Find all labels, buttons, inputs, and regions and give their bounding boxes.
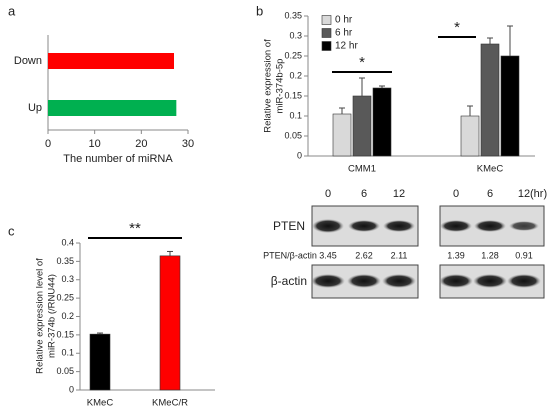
blot-row-label: β-actin — [271, 274, 307, 288]
y-axis-label: miR-374b (/RNU44) — [47, 274, 58, 358]
legend-label: 6 hr — [335, 28, 353, 39]
y-tick-label: 0.25 — [284, 50, 302, 60]
y-tick-label: 0.2 — [289, 70, 302, 80]
time-unit: (hr) — [530, 188, 547, 200]
y-tick-label: 0.3 — [289, 30, 302, 40]
x-tick-label: KMeC — [87, 398, 114, 409]
bar — [352, 95, 372, 157]
ratio-label: 2.11 — [391, 250, 408, 260]
x-tick-label: KMeC/R — [152, 398, 188, 409]
y-axis-label: miR-374b-5p — [275, 59, 286, 114]
x-tick-label: 20 — [135, 138, 147, 150]
time-label: 12 — [393, 188, 405, 200]
bar — [372, 87, 392, 157]
ratio-label: 3.45 — [319, 250, 337, 260]
x-tick-label: CMM1 — [348, 164, 376, 175]
x-tick-label: 30 — [182, 138, 194, 150]
bar — [48, 100, 177, 116]
y-tick-label: 0.25 — [56, 293, 74, 303]
bar — [480, 43, 500, 157]
legend-label: 0 hr — [335, 15, 353, 26]
y-tick-label: 0 — [69, 384, 74, 394]
x-tick-label: 10 — [89, 138, 101, 150]
ratio-label: 1.28 — [481, 250, 499, 260]
y-tick-label: 0.35 — [284, 10, 302, 20]
legend-swatch — [321, 41, 332, 51]
y-tick-label: 0 — [297, 150, 302, 160]
time-label: 0 — [453, 188, 459, 200]
y-tick-label: 0.1 — [289, 110, 302, 120]
y-tick-label: 0.05 — [284, 130, 302, 140]
y-tick-label: 0.15 — [284, 90, 302, 100]
y-tick-label: 0.2 — [61, 311, 74, 321]
time-label: 0 — [325, 188, 331, 200]
blot-row-label: PTEN/β-actin — [263, 250, 317, 260]
ratio-label: 2.62 — [355, 250, 373, 260]
y-tick-label: 0.4 — [61, 237, 74, 247]
y-tick-label: Up — [28, 102, 42, 114]
x-tick-label: KMeC — [477, 164, 504, 175]
legend-swatch — [321, 28, 332, 38]
legend-swatch — [321, 15, 332, 25]
ratio-label: 1.39 — [447, 250, 465, 260]
y-tick-label: 0.3 — [61, 274, 74, 284]
time-label: 6 — [487, 188, 493, 200]
bar — [460, 115, 480, 157]
blot-row-label: PTEN — [273, 219, 305, 233]
ratio-label: 0.91 — [515, 250, 533, 260]
y-axis-label: Relative expression level of — [35, 258, 46, 374]
y-tick-label: Down — [14, 55, 42, 67]
x-axis-label: The number of miRNA — [63, 153, 173, 165]
y-tick-label: 0.1 — [61, 348, 74, 358]
y-tick-label: 0.35 — [56, 256, 74, 266]
significance-label: ** — [129, 220, 141, 237]
panel-label: c — [8, 223, 15, 238]
time-label: 12 — [518, 188, 530, 200]
blot-bands — [311, 219, 541, 288]
bar — [500, 55, 520, 157]
y-tick-label: 0.15 — [56, 329, 74, 339]
bar — [332, 113, 352, 157]
bar — [48, 53, 174, 69]
significance-label: * — [454, 19, 460, 36]
bar — [89, 333, 111, 391]
x-tick-label: 0 — [45, 138, 51, 150]
time-label: 6 — [361, 188, 367, 200]
panel-label: b — [256, 3, 263, 18]
bar — [159, 255, 181, 391]
y-tick-label: 0.05 — [56, 366, 74, 376]
y-axis-label: Relative expression of — [263, 39, 274, 133]
legend-label: 12 hr — [335, 41, 358, 52]
significance-label: * — [359, 54, 365, 71]
panel-label: a — [8, 3, 16, 18]
